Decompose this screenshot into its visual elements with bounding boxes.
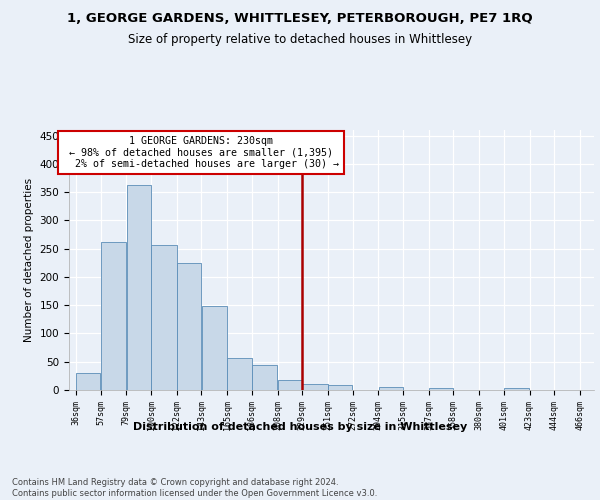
- Bar: [101, 242, 126, 390]
- Bar: [177, 263, 201, 390]
- Text: Distribution of detached houses by size in Whittlesey: Distribution of detached houses by size …: [133, 422, 467, 432]
- Bar: [227, 358, 251, 390]
- Bar: [252, 364, 277, 390]
- Y-axis label: Number of detached properties: Number of detached properties: [24, 178, 34, 342]
- Bar: [76, 373, 100, 390]
- Bar: [202, 306, 227, 390]
- Bar: [302, 384, 328, 390]
- Bar: [328, 386, 352, 390]
- Text: Contains HM Land Registry data © Crown copyright and database right 2024.
Contai: Contains HM Land Registry data © Crown c…: [12, 478, 377, 498]
- Bar: [127, 186, 151, 390]
- Text: 1 GEORGE GARDENS: 230sqm  
← 98% of detached houses are smaller (1,395)
  2% of : 1 GEORGE GARDENS: 230sqm ← 98% of detach…: [64, 136, 340, 169]
- Text: Size of property relative to detached houses in Whittlesey: Size of property relative to detached ho…: [128, 32, 472, 46]
- Text: 1, GEORGE GARDENS, WHITTLESEY, PETERBOROUGH, PE7 1RQ: 1, GEORGE GARDENS, WHITTLESEY, PETERBORO…: [67, 12, 533, 26]
- Bar: [379, 387, 403, 390]
- Bar: [278, 380, 302, 390]
- Bar: [151, 244, 176, 390]
- Bar: [429, 388, 453, 390]
- Bar: [504, 388, 529, 390]
